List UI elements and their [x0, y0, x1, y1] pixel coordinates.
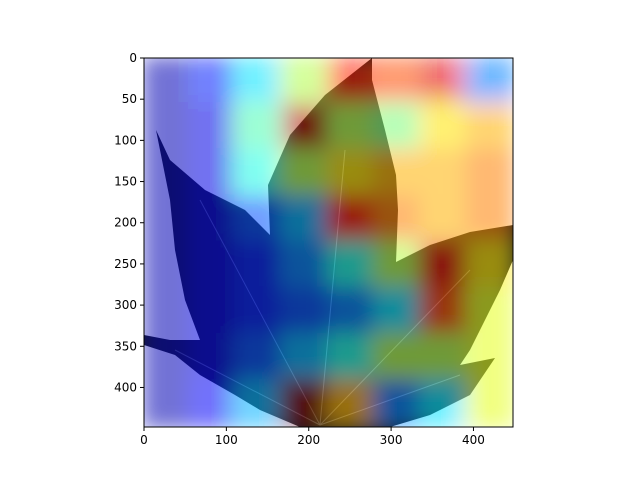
heatmap-cell — [326, 58, 377, 107]
heatmap-cell — [280, 240, 331, 291]
heatmap-cell — [372, 286, 423, 337]
heatmap-cell — [326, 286, 377, 337]
heatmap-cell — [372, 378, 423, 427]
heatmap-cell — [418, 332, 469, 383]
heatmap-cell — [418, 240, 469, 291]
heatmap-cell — [234, 148, 285, 199]
heatmap-cell — [464, 332, 513, 383]
heatmap-cell — [234, 102, 285, 153]
heatmap-cell — [280, 286, 331, 337]
y-tick-label: 0 — [129, 51, 137, 65]
heatmap-cell — [326, 102, 377, 153]
heatmap-cell — [144, 148, 193, 199]
heatmap-cell — [144, 194, 193, 245]
heatmap-cell — [234, 240, 285, 291]
heatmap-cell — [188, 378, 239, 427]
heatmap-cell — [326, 194, 377, 245]
heatmap-cell — [234, 194, 285, 245]
heatmap-cell — [234, 286, 285, 337]
y-axis: 0 50 100 150 200 250 300 350 400 — [114, 51, 144, 394]
heatmap-cell — [188, 58, 239, 107]
heatmap-cell — [372, 240, 423, 291]
x-axis: 0 100 200 300 400 — [140, 427, 485, 447]
heatmap-cell — [144, 102, 193, 153]
heatmap-cell — [464, 102, 513, 153]
y-tick-label: 100 — [114, 133, 137, 147]
heatmap-cell — [418, 102, 469, 153]
heatmap-cell — [144, 332, 193, 383]
heatmap-cell — [464, 58, 513, 107]
heatmap-cell — [372, 332, 423, 383]
y-tick-label: 200 — [114, 216, 137, 230]
heatmap-cell — [144, 58, 193, 107]
x-tick-label: 200 — [297, 433, 320, 447]
heatmap-cell — [418, 194, 469, 245]
y-tick-label: 350 — [114, 339, 137, 353]
heatmap-cell — [464, 240, 513, 291]
heatmap-cell — [188, 148, 239, 199]
heatmap-cell — [326, 240, 377, 291]
y-tick-label: 50 — [122, 92, 137, 106]
x-tick-label: 300 — [380, 433, 403, 447]
heatmap-cell — [144, 240, 193, 291]
y-tick-label: 250 — [114, 257, 137, 271]
heatmap-cell — [418, 378, 469, 427]
heatmap-cell — [464, 148, 513, 199]
y-tick-label: 150 — [114, 175, 137, 189]
heatmap-cell — [326, 148, 377, 199]
heatmap-cell — [464, 194, 513, 245]
heatmap-cell — [372, 58, 423, 107]
heatmap-cell — [144, 286, 193, 337]
heatmap-cell — [234, 332, 285, 383]
x-tick-label: 0 — [140, 433, 148, 447]
heatmap-cell — [418, 286, 469, 337]
x-tick-label: 100 — [215, 433, 238, 447]
heatmap-cell — [464, 286, 513, 337]
heatmap-cell — [418, 148, 469, 199]
heatmap-cell — [234, 378, 285, 427]
heatmap-cell — [280, 148, 331, 199]
heatmap-cell — [280, 58, 331, 107]
heatmap-cell — [188, 240, 239, 291]
heatmap-cell — [188, 194, 239, 245]
heatmap-cell — [280, 332, 331, 383]
heatmap-cell — [372, 102, 423, 153]
heatmap-cell — [372, 194, 423, 245]
heatmap-cell — [188, 102, 239, 153]
plot-frame — [143, 57, 514, 428]
heatmap-cell — [280, 194, 331, 245]
heatmap-cell — [188, 332, 239, 383]
heatmap-cell — [188, 286, 239, 337]
heatmap-cell — [418, 58, 469, 107]
heatmap-cell — [326, 378, 377, 427]
y-tick-label: 300 — [114, 298, 137, 312]
x-tick-label: 400 — [462, 433, 485, 447]
heatmap-cell — [464, 378, 513, 427]
heatmap-cell — [234, 58, 285, 107]
heatmap-cell — [326, 332, 377, 383]
heatmap-cell — [144, 378, 193, 427]
heatmap-cell — [372, 148, 423, 199]
y-tick-label: 400 — [114, 380, 137, 394]
heatmap-cell — [280, 102, 331, 153]
heatmap-overlay — [144, 58, 513, 427]
heatmap-cell — [280, 378, 331, 427]
